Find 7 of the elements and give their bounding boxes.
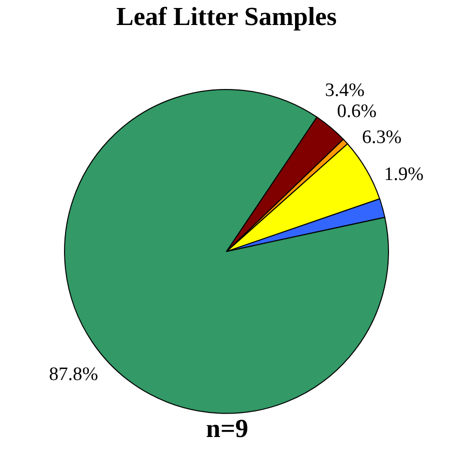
data-label: 6.3%: [362, 127, 402, 148]
text: n=9: [206, 414, 248, 443]
data-label: 87.8%: [49, 364, 98, 385]
data-label: 0.6%: [337, 101, 377, 122]
chart-title: Leaf Litter Samples: [116, 2, 337, 32]
data-label: 3.4%: [325, 80, 365, 101]
data-label: 1.9%: [384, 164, 424, 185]
